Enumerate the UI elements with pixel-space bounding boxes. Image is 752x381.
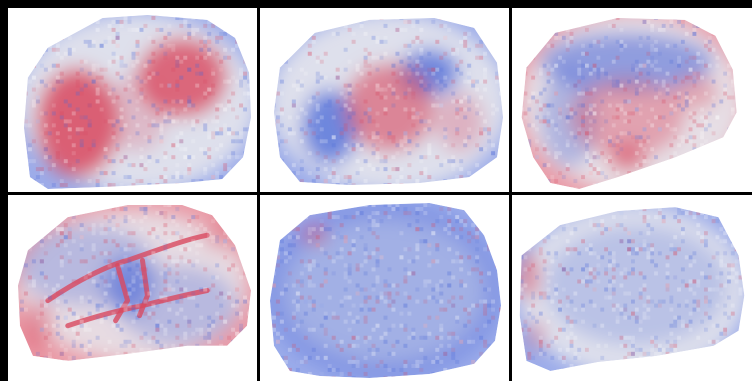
expression-region [35, 67, 120, 178]
panel-2-3 [512, 195, 752, 381]
expression-region [22, 300, 53, 351]
panel-1-3 [512, 8, 752, 192]
panel-1-2-map [273, 17, 504, 186]
filament [113, 262, 131, 324]
panel-1-3-map [521, 17, 737, 190]
expression-region [545, 225, 728, 346]
panel-2-2-map [269, 203, 502, 378]
filament [45, 232, 210, 304]
speckle-texture [17, 205, 252, 361]
expression-region [519, 250, 539, 301]
panel-2-3-map [519, 207, 745, 371]
speckle-texture [269, 203, 502, 378]
expression-region [301, 89, 358, 166]
expression-region [670, 74, 719, 111]
panel-1-1-map [23, 14, 252, 190]
panel-1-2 [260, 8, 509, 192]
expression-region [434, 92, 485, 153]
expression-region [526, 320, 546, 351]
panel-1-1 [8, 8, 257, 192]
panel-2-1 [8, 195, 257, 381]
expression-region [302, 227, 327, 244]
panel-2-1-map [17, 205, 252, 361]
panel-2-2 [260, 195, 509, 381]
expression-region [107, 72, 168, 153]
expression-region [102, 255, 153, 316]
expression-region [569, 77, 685, 158]
expression-region [284, 220, 485, 361]
filament [136, 257, 150, 319]
expression-region [344, 62, 435, 153]
expression-region [608, 142, 647, 173]
